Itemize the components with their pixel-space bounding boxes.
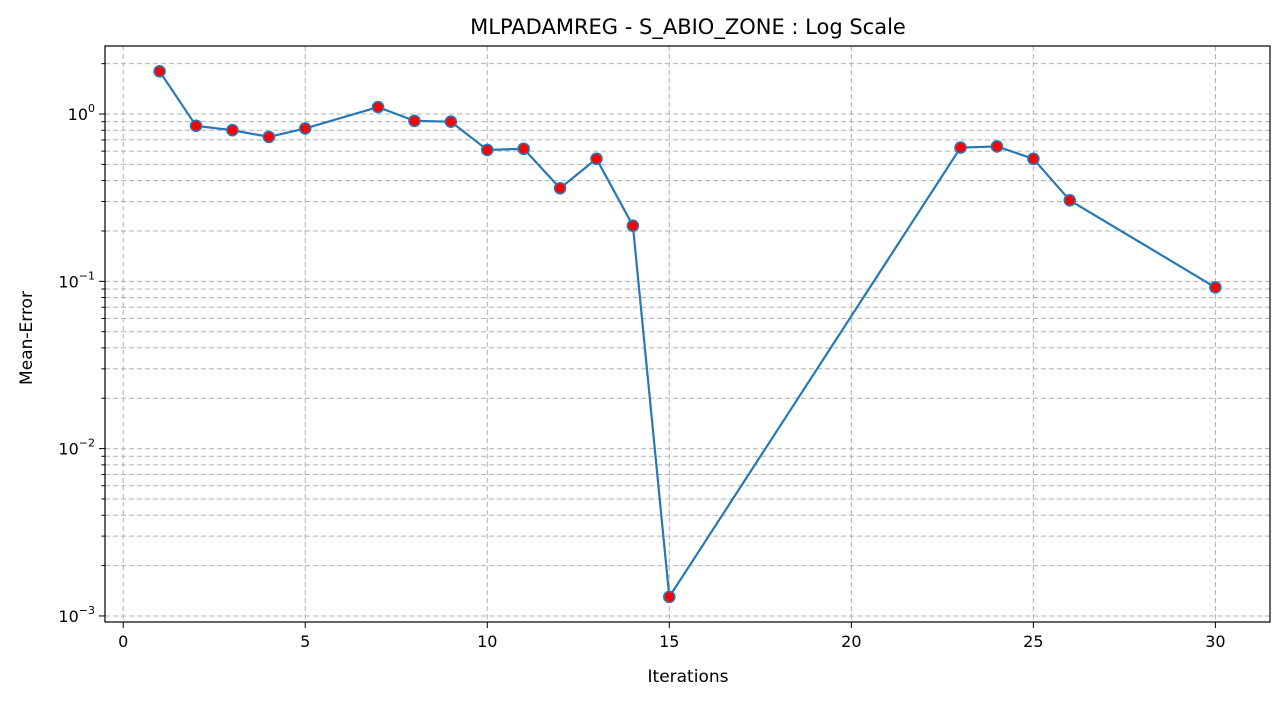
data-point [1063, 193, 1077, 207]
data-point [626, 219, 640, 233]
y-tick-label: 100 [68, 102, 95, 124]
data-point [298, 122, 312, 135]
x-tick-label: 30 [1205, 632, 1225, 651]
x-tick-label: 25 [1023, 632, 1043, 651]
series-line [158, 70, 1216, 598]
data-point [262, 130, 276, 144]
x-tick-label: 20 [841, 632, 861, 651]
data-point [408, 114, 421, 128]
chart-title: MLPADAMREG - S_ABIO_ZONE : Log Scale [470, 15, 906, 40]
data-point [1209, 281, 1222, 294]
data-point [189, 119, 203, 133]
x-tick-label: 15 [659, 632, 679, 651]
data-point [517, 142, 530, 156]
axes: 0 5 10 15 20 25 30 10−3 10−2 10−1 100 [58, 63, 1226, 651]
grid [105, 46, 1270, 622]
data-point [954, 141, 967, 154]
y-axis-label: Mean-Error [17, 291, 37, 385]
data-point [226, 123, 239, 137]
data-point [444, 115, 458, 128]
data-point [990, 140, 1004, 153]
y-tick-label: 10−3 [58, 604, 95, 626]
y-tick-label: 10−2 [58, 437, 95, 459]
data-point [480, 143, 494, 157]
plot-frame [104, 45, 1271, 623]
x-axis-label: Iterations [648, 667, 729, 687]
series [153, 65, 1222, 604]
x-tick-label: 0 [118, 632, 128, 651]
data-point [371, 100, 385, 114]
data-point [553, 181, 567, 195]
data-point [662, 590, 676, 604]
data-point [590, 152, 603, 166]
data-point [153, 65, 166, 78]
x-tick-label: 5 [300, 632, 310, 651]
x-tick-label: 10 [477, 632, 497, 651]
y-tick-label: 10−1 [58, 269, 95, 291]
data-point [1027, 152, 1040, 166]
